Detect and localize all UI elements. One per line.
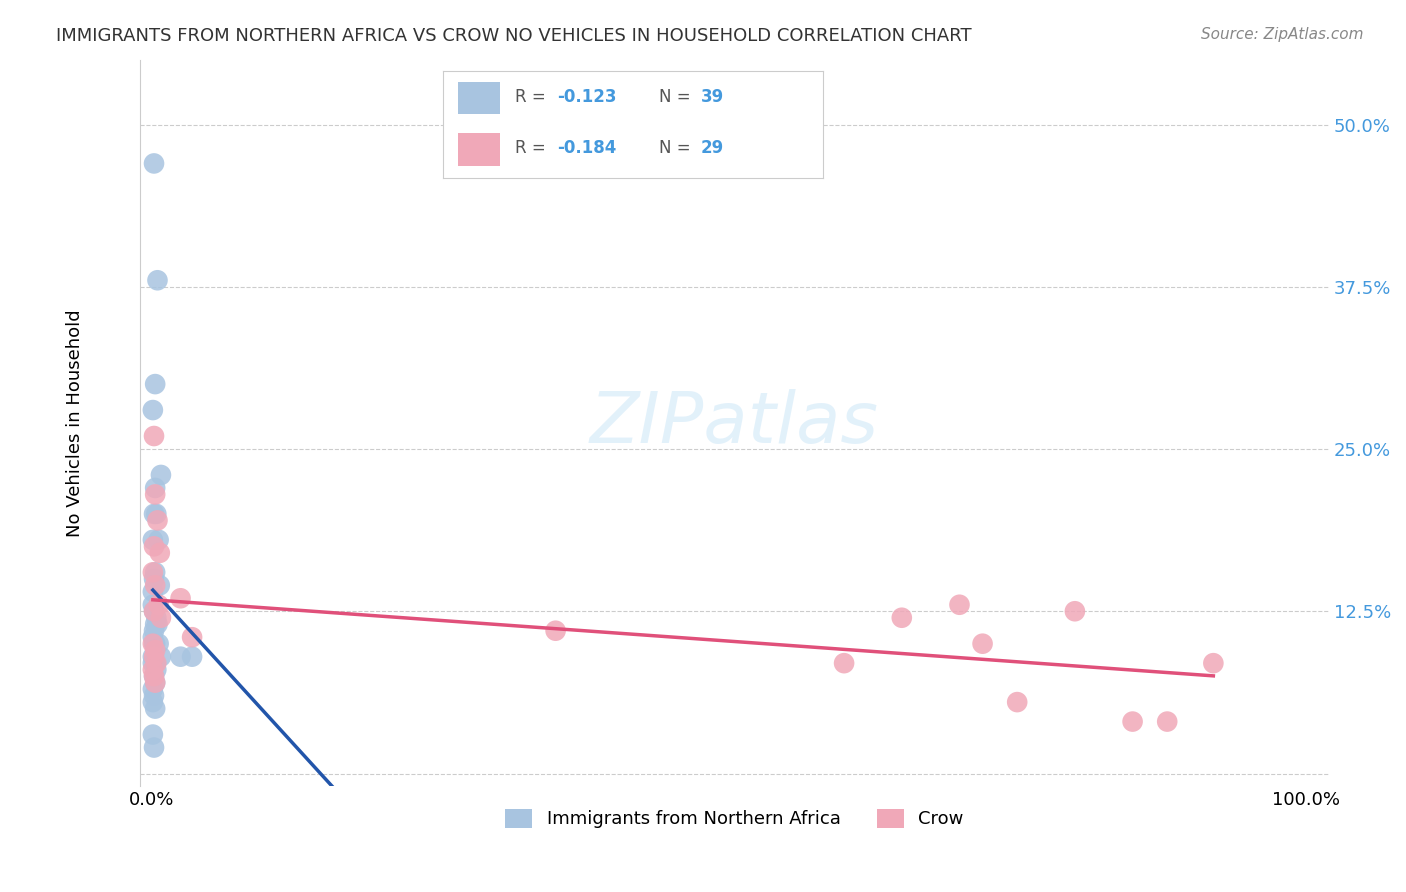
Text: -0.123: -0.123: [557, 88, 616, 106]
Point: [1005, 695, 1028, 709]
Point: [148, 533, 170, 547]
Point: [149, 578, 172, 592]
Point: [1202, 656, 1225, 670]
Point: [143, 507, 166, 521]
Text: No Vehicles in Household: No Vehicles in Household: [66, 310, 84, 537]
Point: [143, 637, 166, 651]
Point: [544, 624, 567, 638]
Point: [143, 566, 166, 580]
Point: [143, 481, 166, 495]
Text: Source: ZipAtlas.com: Source: ZipAtlas.com: [1201, 27, 1364, 42]
Point: [143, 669, 166, 683]
Text: N =: N =: [659, 139, 696, 157]
Point: [143, 156, 166, 170]
Text: N =: N =: [659, 88, 696, 106]
Point: [145, 507, 167, 521]
Point: [142, 598, 165, 612]
Point: [1156, 714, 1178, 729]
Point: [1122, 714, 1144, 729]
Point: [149, 649, 172, 664]
Point: [149, 467, 172, 482]
Point: [143, 701, 166, 715]
Point: [143, 675, 166, 690]
Point: [145, 656, 167, 670]
Point: [146, 513, 169, 527]
Legend: Immigrants from Northern Africa, Crow: Immigrants from Northern Africa, Crow: [498, 802, 972, 836]
Text: -0.184: -0.184: [557, 139, 616, 157]
Point: [142, 637, 165, 651]
Point: [143, 675, 166, 690]
Point: [143, 377, 166, 392]
Point: [142, 403, 165, 417]
Point: [143, 649, 166, 664]
Point: [143, 429, 166, 443]
Point: [972, 637, 994, 651]
Point: [142, 533, 165, 547]
Point: [142, 663, 165, 677]
Point: [143, 604, 166, 618]
Bar: [458, 134, 501, 166]
Text: ZIPatlas: ZIPatlas: [591, 389, 879, 458]
Point: [948, 598, 970, 612]
Point: [143, 578, 166, 592]
Point: [1064, 604, 1087, 618]
Text: 39: 39: [702, 88, 724, 106]
Point: [142, 727, 165, 741]
Text: 29: 29: [702, 139, 724, 157]
Point: [143, 624, 166, 638]
Text: R =: R =: [515, 88, 551, 106]
Text: IMMIGRANTS FROM NORTHERN AFRICA VS CROW NO VEHICLES IN HOUSEHOLD CORRELATION CHA: IMMIGRANTS FROM NORTHERN AFRICA VS CROW …: [56, 27, 972, 45]
Text: R =: R =: [515, 139, 551, 157]
Point: [181, 649, 204, 664]
Point: [143, 643, 166, 657]
Point: [142, 566, 165, 580]
Point: [143, 637, 166, 651]
Point: [143, 689, 166, 703]
Point: [142, 695, 165, 709]
Point: [145, 611, 167, 625]
Point: [148, 598, 170, 612]
Point: [832, 656, 855, 670]
Point: [143, 740, 166, 755]
Bar: [458, 82, 501, 114]
Point: [143, 604, 166, 618]
Point: [169, 591, 191, 606]
Point: [143, 540, 166, 554]
Point: [143, 669, 166, 683]
Point: [143, 656, 166, 670]
Point: [142, 649, 165, 664]
Point: [145, 663, 167, 677]
Point: [890, 611, 912, 625]
Point: [146, 273, 169, 287]
Point: [142, 584, 165, 599]
Point: [149, 546, 172, 560]
Point: [142, 682, 165, 697]
Point: [146, 617, 169, 632]
Point: [143, 617, 166, 632]
Point: [149, 611, 172, 625]
Point: [143, 572, 166, 586]
Point: [148, 637, 170, 651]
Point: [142, 630, 165, 644]
Point: [142, 656, 165, 670]
Point: [181, 630, 204, 644]
Point: [143, 487, 166, 501]
Point: [169, 649, 191, 664]
